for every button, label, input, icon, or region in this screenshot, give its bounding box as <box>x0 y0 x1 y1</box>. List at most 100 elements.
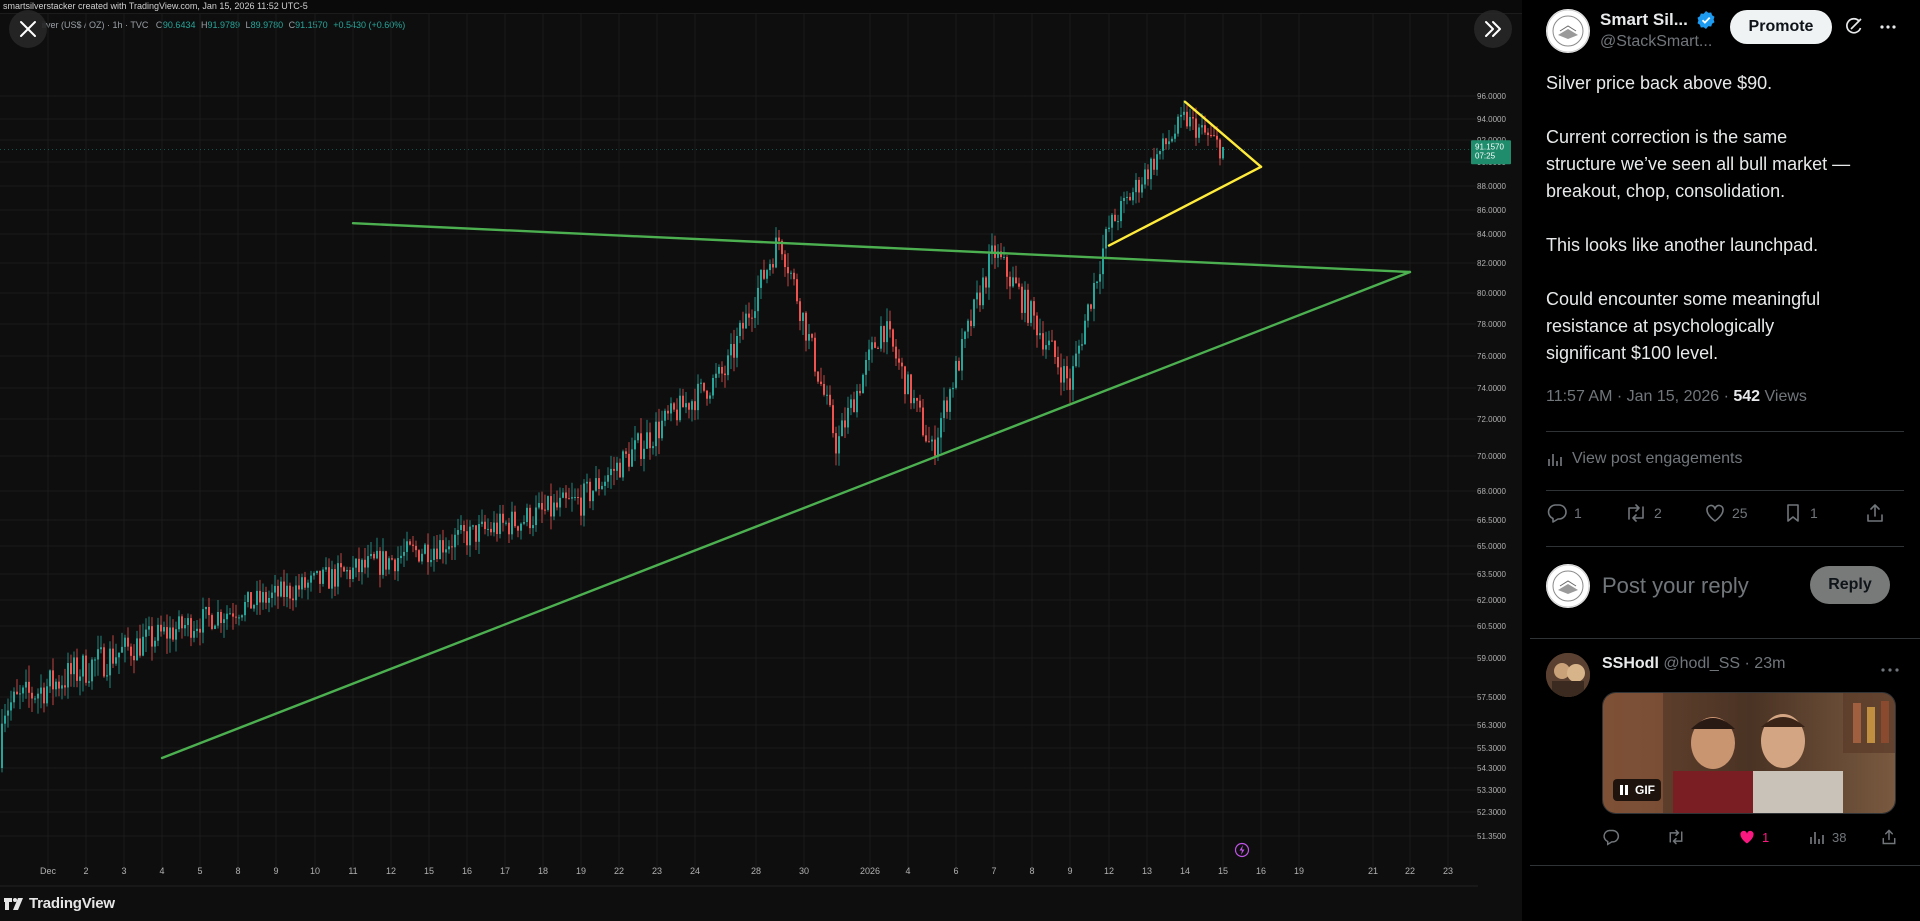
candle <box>808 323 810 350</box>
candle <box>334 564 336 597</box>
post-time[interactable]: 11:57 AM · Jan 15, 2026 · <box>1546 388 1734 405</box>
candle <box>1207 128 1209 146</box>
reply-author-handle[interactable]: @hodl_SS <box>1663 655 1741 672</box>
candle <box>22 685 24 703</box>
candle <box>412 535 414 553</box>
expand-panel-button[interactable] <box>1474 10 1512 48</box>
candle <box>1078 339 1080 368</box>
candle <box>685 392 687 414</box>
reply-author-avatar[interactable] <box>1546 653 1590 697</box>
own-avatar[interactable] <box>1546 564 1590 608</box>
candle <box>835 426 837 466</box>
candle <box>718 364 720 378</box>
candle <box>40 674 42 709</box>
reply-author-name[interactable]: SSHodl <box>1602 655 1659 672</box>
divider <box>1546 546 1904 547</box>
candle <box>148 616 150 637</box>
candle <box>877 346 879 350</box>
candle <box>1147 164 1149 186</box>
candle <box>913 389 915 409</box>
trendline <box>160 270 1412 760</box>
candle <box>583 479 585 527</box>
promote-button[interactable]: Promote <box>1730 10 1832 44</box>
candle <box>1021 283 1023 320</box>
candle <box>313 571 315 580</box>
share-action[interactable] <box>1880 828 1898 846</box>
author-name[interactable]: Smart Sil... <box>1600 10 1688 29</box>
repost-action[interactable] <box>1666 828 1692 846</box>
candle <box>643 440 645 472</box>
candle <box>1036 312 1038 348</box>
gif-media[interactable]: GIF <box>1602 692 1896 814</box>
candle <box>694 388 696 421</box>
candle <box>631 437 633 467</box>
candle <box>703 382 705 393</box>
high-label: H <box>200 20 208 30</box>
candle <box>277 579 279 609</box>
more-dots-icon[interactable] <box>1878 17 1898 42</box>
symbol-label: ilver (US$ / OZ) · 1h · TVC <box>42 20 149 30</box>
candle <box>1093 272 1095 322</box>
tradingview-mark-icon <box>4 897 24 911</box>
candle <box>355 558 357 578</box>
view-engagements-link[interactable]: View post engagements <box>1546 450 1742 468</box>
time-tick-label: 4 <box>159 866 164 876</box>
candle <box>553 494 555 521</box>
reply-action[interactable] <box>1602 828 1626 846</box>
reply-button[interactable]: Reply <box>1810 566 1890 604</box>
repost-action[interactable]: 2 <box>1624 502 1662 524</box>
close-button[interactable] <box>9 10 47 48</box>
like-action[interactable]: 25 <box>1704 502 1748 524</box>
candle <box>337 555 339 595</box>
candle <box>1150 157 1152 190</box>
share-action[interactable] <box>1864 502 1886 524</box>
candle <box>1123 191 1125 214</box>
repost-icon <box>1669 829 1683 845</box>
candle <box>1141 177 1143 198</box>
candle <box>769 259 771 276</box>
candle <box>1000 243 1002 260</box>
gif-badge[interactable]: GIF <box>1613 779 1661 801</box>
time-tick-label: 24 <box>690 866 700 876</box>
candle <box>790 270 792 280</box>
candle <box>190 614 192 647</box>
price-tick-label: 70.0000 <box>1477 452 1506 461</box>
like-action[interactable]: 1 <box>1738 828 1769 846</box>
bookmark-action[interactable]: 1 <box>1782 502 1818 524</box>
candle <box>874 336 876 349</box>
grok-icon[interactable] <box>1844 16 1864 41</box>
candle <box>1084 314 1086 345</box>
candle <box>658 408 660 455</box>
chart-grid <box>0 14 1522 887</box>
candle <box>697 374 699 420</box>
candle <box>280 576 282 598</box>
candle <box>1060 353 1062 396</box>
views-action[interactable]: 38 <box>1808 828 1846 846</box>
candle <box>1087 303 1089 328</box>
candle <box>856 384 858 418</box>
reply-input[interactable] <box>1602 570 1802 602</box>
candle <box>706 389 708 406</box>
post-text-line: breakout, chop, consolidation. <box>1546 181 1786 201</box>
reply-action[interactable]: 1 <box>1546 502 1582 524</box>
author-avatar[interactable] <box>1546 9 1590 53</box>
more-dots-icon[interactable] <box>1880 661 1900 679</box>
reply-age[interactable]: · 23m <box>1740 655 1786 672</box>
price-chart: 96.000094.000092.000090.000088.000086.00… <box>0 14 1522 887</box>
candle <box>163 621 165 635</box>
candle <box>1138 176 1140 203</box>
candle <box>616 456 618 481</box>
open-label: O <box>155 20 163 30</box>
candle <box>295 576 297 608</box>
candle <box>1045 331 1047 359</box>
reply-post[interactable]: SSHodl @hodl_SS · 23m <box>1530 639 1920 865</box>
candle <box>871 336 873 363</box>
candle <box>952 382 954 398</box>
candle <box>13 687 15 709</box>
author-handle[interactable]: @StackSmart... <box>1600 33 1713 50</box>
price-tick-label: 94.0000 <box>1477 115 1506 124</box>
candle <box>55 678 57 697</box>
candle <box>103 643 105 678</box>
candle <box>349 566 351 588</box>
price-tick-label: 76.0000 <box>1477 352 1506 361</box>
